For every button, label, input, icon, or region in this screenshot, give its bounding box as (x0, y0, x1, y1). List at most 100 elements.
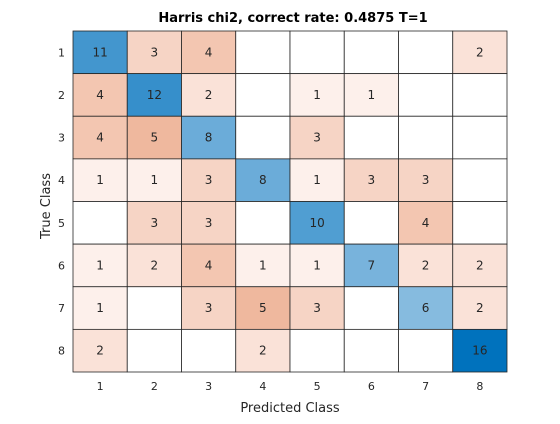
cell-label-8-4: 2 (259, 344, 267, 358)
matrix-cell-6-1 (72, 243, 128, 288)
cell-label-4-7: 3 (422, 173, 430, 187)
cell-label-2-1: 4 (96, 88, 104, 102)
cell-label-4-3: 3 (205, 173, 213, 187)
cell-label-4-1: 1 (96, 173, 104, 187)
y-tick-label: 1 (58, 46, 65, 59)
matrix-cell-6-7 (398, 243, 454, 288)
cell-label-4-4: 8 (259, 173, 267, 187)
matrix-cell-4-3 (181, 158, 237, 202)
cell-label-4-5: 1 (313, 173, 321, 187)
matrix-cell-4-4 (235, 158, 291, 202)
matrix-cell-6-3 (181, 243, 237, 288)
cell-label-6-7: 2 (422, 258, 430, 272)
x-tick-label: 1 (97, 380, 104, 393)
cell-label-3-5: 3 (313, 131, 321, 145)
matrix-cell-8-4 (235, 328, 291, 373)
matrix-cell-4-7 (398, 158, 454, 202)
matrix-cell-5-4 (235, 201, 291, 245)
matrix-cell-8-5 (289, 328, 345, 373)
matrix-cell-4-8 (452, 158, 508, 202)
cell-label-7-7: 6 (422, 301, 430, 315)
x-tick-label: 4 (259, 380, 266, 393)
matrix-cell-3-7 (398, 115, 454, 160)
cell-label-6-8: 2 (476, 258, 484, 272)
cell-label-7-4: 5 (259, 301, 267, 315)
matrix-cell-8-3 (181, 328, 237, 373)
matrix-cell-5-1 (72, 201, 128, 245)
cell-label-1-1: 11 (92, 45, 107, 59)
matrix-cell-2-2 (126, 73, 182, 117)
cell-label-6-5: 1 (313, 258, 321, 272)
cell-label-4-2: 1 (151, 173, 159, 187)
x-tick-label: 7 (422, 380, 429, 393)
matrix-cell-4-1 (72, 158, 128, 202)
cell-label-1-8: 2 (476, 45, 484, 59)
matrix-cell-3-1 (72, 115, 128, 160)
matrix-cell-3-4 (235, 115, 291, 160)
cell-label-6-2: 2 (151, 258, 159, 272)
x-tick-label: 5 (314, 380, 321, 393)
matrix-cell-1-7 (398, 30, 454, 75)
cell-label-5-2: 3 (151, 216, 159, 230)
matrix-cell-6-5 (289, 243, 345, 288)
cell-label-2-3: 2 (205, 88, 213, 102)
matrix-cell-7-6 (343, 286, 399, 330)
matrix-cell-1-5 (289, 30, 345, 75)
matrix-cell-1-8 (452, 30, 508, 75)
matrix-cell-8-1 (72, 328, 128, 373)
cell-label-4-6: 3 (368, 173, 376, 187)
y-tick-label: 8 (58, 345, 65, 358)
matrix-cell-1-6 (343, 30, 399, 75)
cell-label-5-7: 4 (422, 216, 430, 230)
matrix-cell-2-7 (398, 73, 454, 117)
matrix-cell-1-3 (181, 30, 237, 75)
y-axis-label: True Class (39, 173, 54, 240)
y-tick-label: 3 (58, 132, 65, 145)
cell-labels-layer: 11 3 4 24 12 2 1 14 5 8 31 1 3 8 1 3 33 3 10 41 2 4 1 1 7 2 21 3 5 3 6… (92, 45, 487, 357)
matrix-cell-5-6 (343, 201, 399, 245)
matrix-cell-7-7 (398, 286, 454, 330)
matrix-cell-2-4 (235, 73, 291, 117)
cell-label-6-1: 1 (96, 258, 104, 272)
x-tick-label: 6 (368, 380, 375, 393)
matrix-cell-4-6 (343, 158, 399, 202)
cell-label-5-5: 10 (309, 216, 324, 230)
cells-layer (72, 30, 508, 373)
matrix-cell-8-2 (126, 328, 182, 373)
cell-label-3-1: 4 (96, 131, 104, 145)
matrix-cell-6-4 (235, 243, 291, 288)
y-tick-label: 7 (58, 302, 65, 315)
x-axis-label: Predicted Class (240, 401, 340, 416)
matrix-cell-3-3 (181, 115, 237, 160)
matrix-cell-8-6 (343, 328, 399, 373)
matrix-cell-5-2 (126, 201, 182, 245)
cell-label-7-5: 3 (313, 301, 321, 315)
cell-label-8-8: 16 (472, 344, 487, 358)
cell-label-2-6: 1 (368, 88, 376, 102)
cell-label-6-6: 7 (368, 258, 376, 272)
cell-label-3-2: 5 (151, 131, 159, 145)
cell-label-1-3: 4 (205, 45, 213, 59)
matrix-cell-1-2 (126, 30, 182, 75)
matrix-cell-8-8 (452, 328, 508, 373)
cell-label-8-1: 2 (96, 344, 104, 358)
matrix-cell-8-7 (398, 328, 454, 373)
y-tick-label: 6 (58, 259, 65, 272)
cell-label-7-1: 1 (96, 301, 104, 315)
matrix-cell-3-6 (343, 115, 399, 160)
matrix-cell-5-3 (181, 201, 237, 245)
y-tick-label: 5 (58, 217, 65, 230)
matrix-cell-4-5 (289, 158, 345, 202)
matrix-cell-2-8 (452, 73, 508, 117)
matrix-cell-1-4 (235, 30, 291, 75)
cell-label-6-3: 4 (205, 258, 213, 272)
cell-label-2-2: 12 (147, 88, 162, 102)
x-tick-label: 8 (476, 380, 483, 393)
cell-label-7-8: 2 (476, 301, 484, 315)
matrix-cell-5-5 (289, 201, 345, 245)
matrix-cell-3-8 (452, 115, 508, 160)
x-tick-label: 2 (151, 380, 158, 393)
matrix-cell-7-5 (289, 286, 345, 330)
